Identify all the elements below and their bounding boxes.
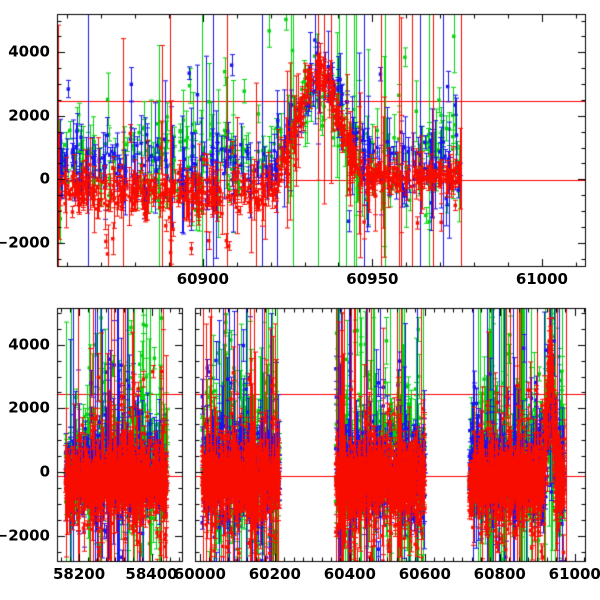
- light-curve-figure: −2000 0 2000 4000 60900 60950 61000 −2000 0 2000 4…: [0, 0, 600, 600]
- light-curve-canvas: [0, 0, 600, 600]
